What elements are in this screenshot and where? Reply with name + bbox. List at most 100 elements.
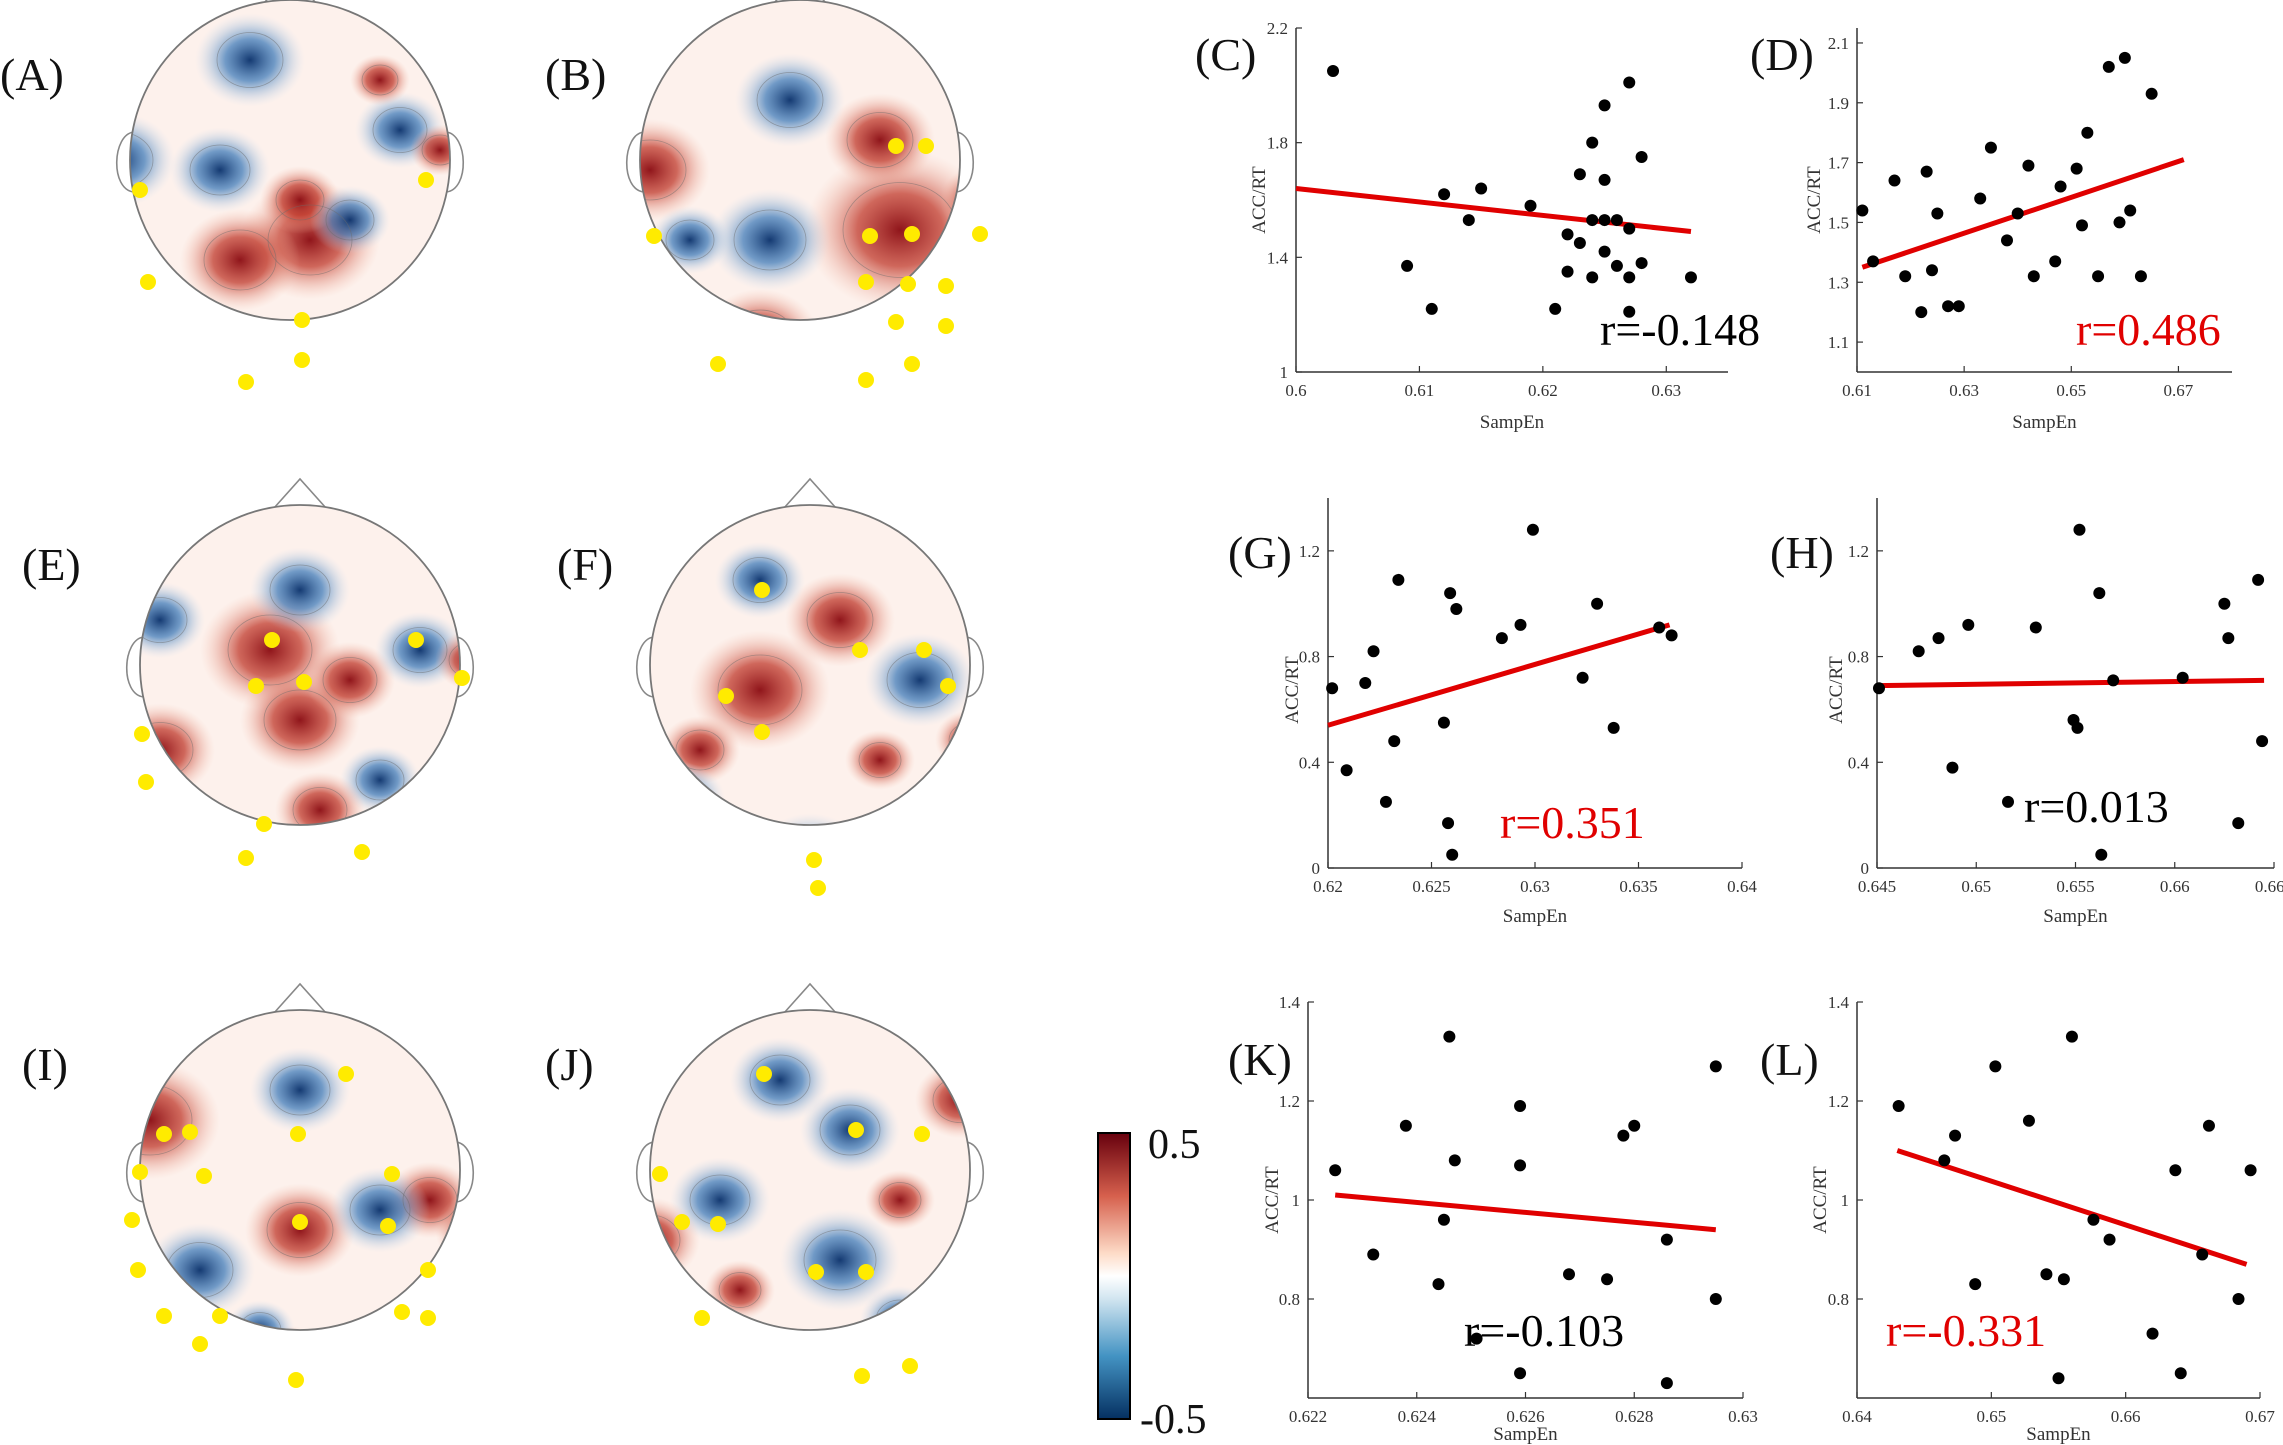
data-point	[2113, 216, 2126, 229]
significant-electrode	[182, 1124, 198, 1140]
data-point	[2002, 795, 2015, 808]
head-outline	[139, 504, 461, 826]
topomap-i: (I)	[22, 982, 474, 1388]
significant-electrode	[196, 1168, 212, 1184]
significant-electrode	[384, 1166, 400, 1182]
significant-electrode	[294, 312, 310, 328]
data-point	[1367, 645, 1380, 658]
scatter-k: 0.622 0.624 0.626 0.628 0.63 0.8 1 1.2 1.4 SampEn…	[1228, 993, 1758, 1445]
data-point	[1444, 587, 1457, 600]
topomap-b: (B)	[545, 0, 988, 388]
data-point	[1984, 141, 1997, 154]
significant-electrode	[238, 374, 254, 390]
data-point	[1514, 618, 1527, 631]
significant-electrode	[380, 1218, 396, 1234]
significant-electrode	[888, 314, 904, 330]
negative-region	[860, 1286, 940, 1330]
data-point	[1438, 188, 1451, 201]
data-point	[1709, 1293, 1722, 1305]
head-ear-right	[445, 131, 464, 193]
head-ear-right	[965, 1141, 984, 1203]
negative-region	[310, 186, 390, 254]
data-point	[2022, 159, 2035, 172]
x-axis-label: SampEn	[2043, 906, 2108, 927]
data-point	[1962, 618, 1975, 631]
significant-electrode	[394, 1304, 410, 1320]
y-tick-label: 0.8	[1848, 648, 1869, 667]
data-point	[1610, 259, 1623, 272]
data-point	[1684, 271, 1697, 284]
panel-label-l: (L)	[1760, 1034, 1819, 1085]
significant-electrode	[130, 1262, 146, 1278]
head-ear-left	[126, 636, 145, 698]
x-axis-label: SampEn	[2012, 412, 2077, 433]
head-ear-right	[965, 636, 984, 698]
significant-electrode	[858, 372, 874, 388]
topomap-e: (E)	[22, 477, 474, 866]
panel-label-k: (K)	[1228, 1034, 1292, 1085]
x-tick-label: 0.66	[2111, 1407, 2141, 1426]
data-point	[1867, 255, 1880, 268]
data-point	[1598, 173, 1611, 186]
significant-electrode	[904, 356, 920, 372]
data-point	[1912, 645, 1925, 658]
significant-electrode	[420, 1262, 436, 1278]
chart-layer: 0.6 0.61 0.62 0.63 1 1.4 1.8 2.2 SampEn ACC/RT r=-…	[1195, 19, 2283, 1445]
topomap-field	[130, 0, 450, 320]
data-point	[1920, 165, 1933, 178]
positive-region	[180, 209, 300, 311]
data-point	[2081, 126, 2094, 139]
head-outline	[649, 504, 971, 826]
head-ear-right	[455, 636, 474, 698]
positive-region	[690, 630, 830, 750]
negative-region	[250, 547, 350, 633]
head-ear-right	[455, 1141, 474, 1203]
data-point	[2196, 1248, 2209, 1261]
significant-electrode	[754, 582, 770, 598]
positive-region	[410, 124, 450, 176]
y-tick-label: 2.1	[1828, 34, 1849, 53]
data-point	[1524, 199, 1537, 212]
data-point	[2065, 1030, 2078, 1043]
colorbar-max-label: 0.5	[1148, 1122, 1201, 1168]
significant-electrode	[848, 1122, 864, 1138]
data-point	[1601, 1273, 1614, 1286]
topomap-field	[650, 505, 970, 825]
y-axis-label: ACC/RT	[1282, 656, 1303, 724]
data-point	[1946, 761, 1959, 774]
head-ear-left	[116, 131, 135, 193]
significant-electrode	[264, 632, 280, 648]
head-ear-left	[636, 636, 655, 698]
data-point	[2022, 1114, 2035, 1127]
significant-electrode	[938, 318, 954, 334]
significant-electrode	[192, 1336, 208, 1352]
data-point	[1326, 682, 1339, 695]
data-point	[1437, 716, 1450, 729]
data-point	[1388, 735, 1401, 748]
significant-electrode	[138, 774, 154, 790]
data-point	[1470, 1332, 1483, 1345]
significant-electrode	[902, 1358, 918, 1374]
panel-label-c: (C)	[1195, 29, 1256, 80]
data-point	[1623, 222, 1636, 235]
y-tick-label: 2.2	[1267, 19, 1288, 38]
x-tick-label: 0.622	[1289, 1407, 1327, 1426]
significant-electrode	[808, 1264, 824, 1280]
y-tick-label: 1.5	[1828, 213, 1849, 232]
regression-line	[1876, 677, 2265, 689]
significant-electrode	[288, 1372, 304, 1388]
topomap-f: (F)	[557, 477, 984, 896]
negative-region	[780, 1209, 900, 1311]
data-point	[1549, 302, 1562, 315]
data-point	[2146, 1327, 2159, 1340]
data-point	[2070, 162, 2083, 175]
significant-electrode	[354, 844, 370, 860]
panel-label-g: (G)	[1228, 527, 1292, 578]
significant-electrode	[694, 1310, 710, 1326]
data-point	[2252, 573, 2265, 586]
y-tick-label: 0.8	[1279, 1290, 1300, 1309]
data-point	[1446, 848, 1459, 861]
significant-electrode	[940, 678, 956, 694]
data-point	[2040, 1268, 2053, 1281]
data-point	[1379, 795, 1392, 808]
